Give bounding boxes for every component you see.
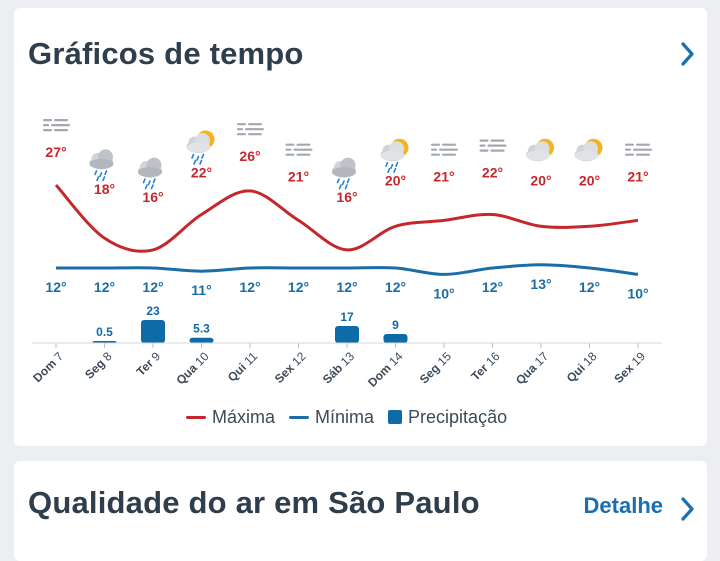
legend-max: Máxima <box>186 407 275 428</box>
weather-charts-card: Gráficos de tempo 27° 18° 16° 22° 26° 21° 16° 2… <box>14 8 707 446</box>
max-temp-label: 20° <box>579 173 600 189</box>
max-temp-label: 27° <box>45 144 66 160</box>
day-label: Qua 17 <box>513 349 551 387</box>
weather-chart: 27°18°16°22°26°21°16°20° 21° 22°20° 20° 21° … <box>30 119 662 390</box>
day-label: Qui 18 <box>564 349 600 385</box>
precip-bar <box>335 326 359 343</box>
max-temp-label: 20° <box>385 173 406 189</box>
fog-icon <box>479 139 507 152</box>
fog-icon <box>237 123 264 136</box>
partly-cloudy-icon <box>574 138 603 162</box>
min-temp-label: 10° <box>433 285 454 301</box>
legend-precip-swatch <box>388 410 403 424</box>
legend-min: Mínima <box>289 407 374 428</box>
day-label: Sex 12 <box>272 349 309 386</box>
min-temp-label: 12° <box>385 279 406 295</box>
day-label: Seg 8 <box>82 349 115 382</box>
min-temp-label: 11° <box>191 282 211 298</box>
precip-label: 5.3 <box>193 322 210 336</box>
air-quality-card: Qualidade do ar em São Paulo Detalhe <box>14 461 707 561</box>
max-temp-label: 21° <box>433 169 454 185</box>
day-label: Dom 14 <box>365 349 406 390</box>
max-temp-label: 21° <box>288 169 309 185</box>
day-label: Ter 16 <box>468 349 503 384</box>
sun-cloud-rain-icon <box>186 130 215 165</box>
precip-label: 0.5 <box>96 325 113 339</box>
rain-cloud-icon <box>89 149 114 182</box>
chevron-right-icon[interactable] <box>678 495 698 523</box>
day-label: Sáb 13 <box>320 349 357 386</box>
min-temp-label: 12° <box>288 279 309 295</box>
max-temp-label: 16° <box>336 189 357 205</box>
min-temp-label: 12° <box>142 279 163 295</box>
chevron-right-icon[interactable] <box>678 40 698 68</box>
min-temp-label: 12° <box>579 279 600 295</box>
air-card-title: Qualidade do ar em São Paulo <box>28 485 480 520</box>
fog-icon <box>625 143 652 156</box>
day-label: Qui 11 <box>225 349 260 384</box>
precip-bar <box>383 334 408 343</box>
min-temp-label: 12° <box>239 279 260 295</box>
fog-icon <box>43 119 70 132</box>
precip-bar <box>189 337 214 343</box>
max-temp-label: 16° <box>142 189 163 205</box>
day-label: Seg 15 <box>417 349 454 386</box>
precip-label: 17 <box>340 310 354 324</box>
max-temp-label: 22° <box>482 165 503 181</box>
day-label: Qua 10 <box>173 349 211 387</box>
legend-precip: Precipitação <box>388 407 507 428</box>
max-temp-label: 22° <box>191 165 212 181</box>
day-label: Dom 7 <box>30 349 66 385</box>
legend-max-label: Máxima <box>212 406 276 427</box>
min-temp-label: 12° <box>482 279 503 295</box>
rain-cloud-icon <box>138 157 162 190</box>
detail-link[interactable]: Detalhe <box>583 493 663 518</box>
min-temp-label: 12° <box>94 279 115 295</box>
min-temp-line <box>56 263 639 276</box>
fog-icon <box>285 143 313 156</box>
legend-max-swatch <box>186 415 206 419</box>
min-temp-label: 12° <box>336 279 357 295</box>
day-label: Sex 19 <box>611 349 648 386</box>
min-temp-label: 10° <box>627 285 648 301</box>
min-temp-label: 12° <box>45 279 66 295</box>
max-temp-label: 20° <box>530 173 551 189</box>
max-temp-label: 21° <box>627 169 648 185</box>
partly-cloudy-icon <box>526 138 554 162</box>
legend-precip-label: Precipitação <box>408 406 508 427</box>
fog-icon <box>431 143 458 156</box>
sun-cloud-rain-icon <box>380 138 409 173</box>
max-temp-line <box>54 183 639 253</box>
weather-card-title: Gráficos de tempo <box>28 36 304 71</box>
precip-bar <box>141 320 165 343</box>
legend-min-swatch <box>289 415 310 419</box>
day-label: Ter 9 <box>134 349 164 379</box>
precip-label: 9 <box>392 318 399 332</box>
rain-cloud-icon <box>332 157 356 190</box>
precip-label: 23 <box>146 304 160 318</box>
max-temp-label: 26° <box>239 148 260 164</box>
min-temp-label: 13° <box>530 276 551 292</box>
max-temp-label: 18° <box>94 181 115 197</box>
chart-legend: Máxima Mínima Precipitação <box>186 406 507 428</box>
legend-min-label: Mínima <box>315 406 375 427</box>
